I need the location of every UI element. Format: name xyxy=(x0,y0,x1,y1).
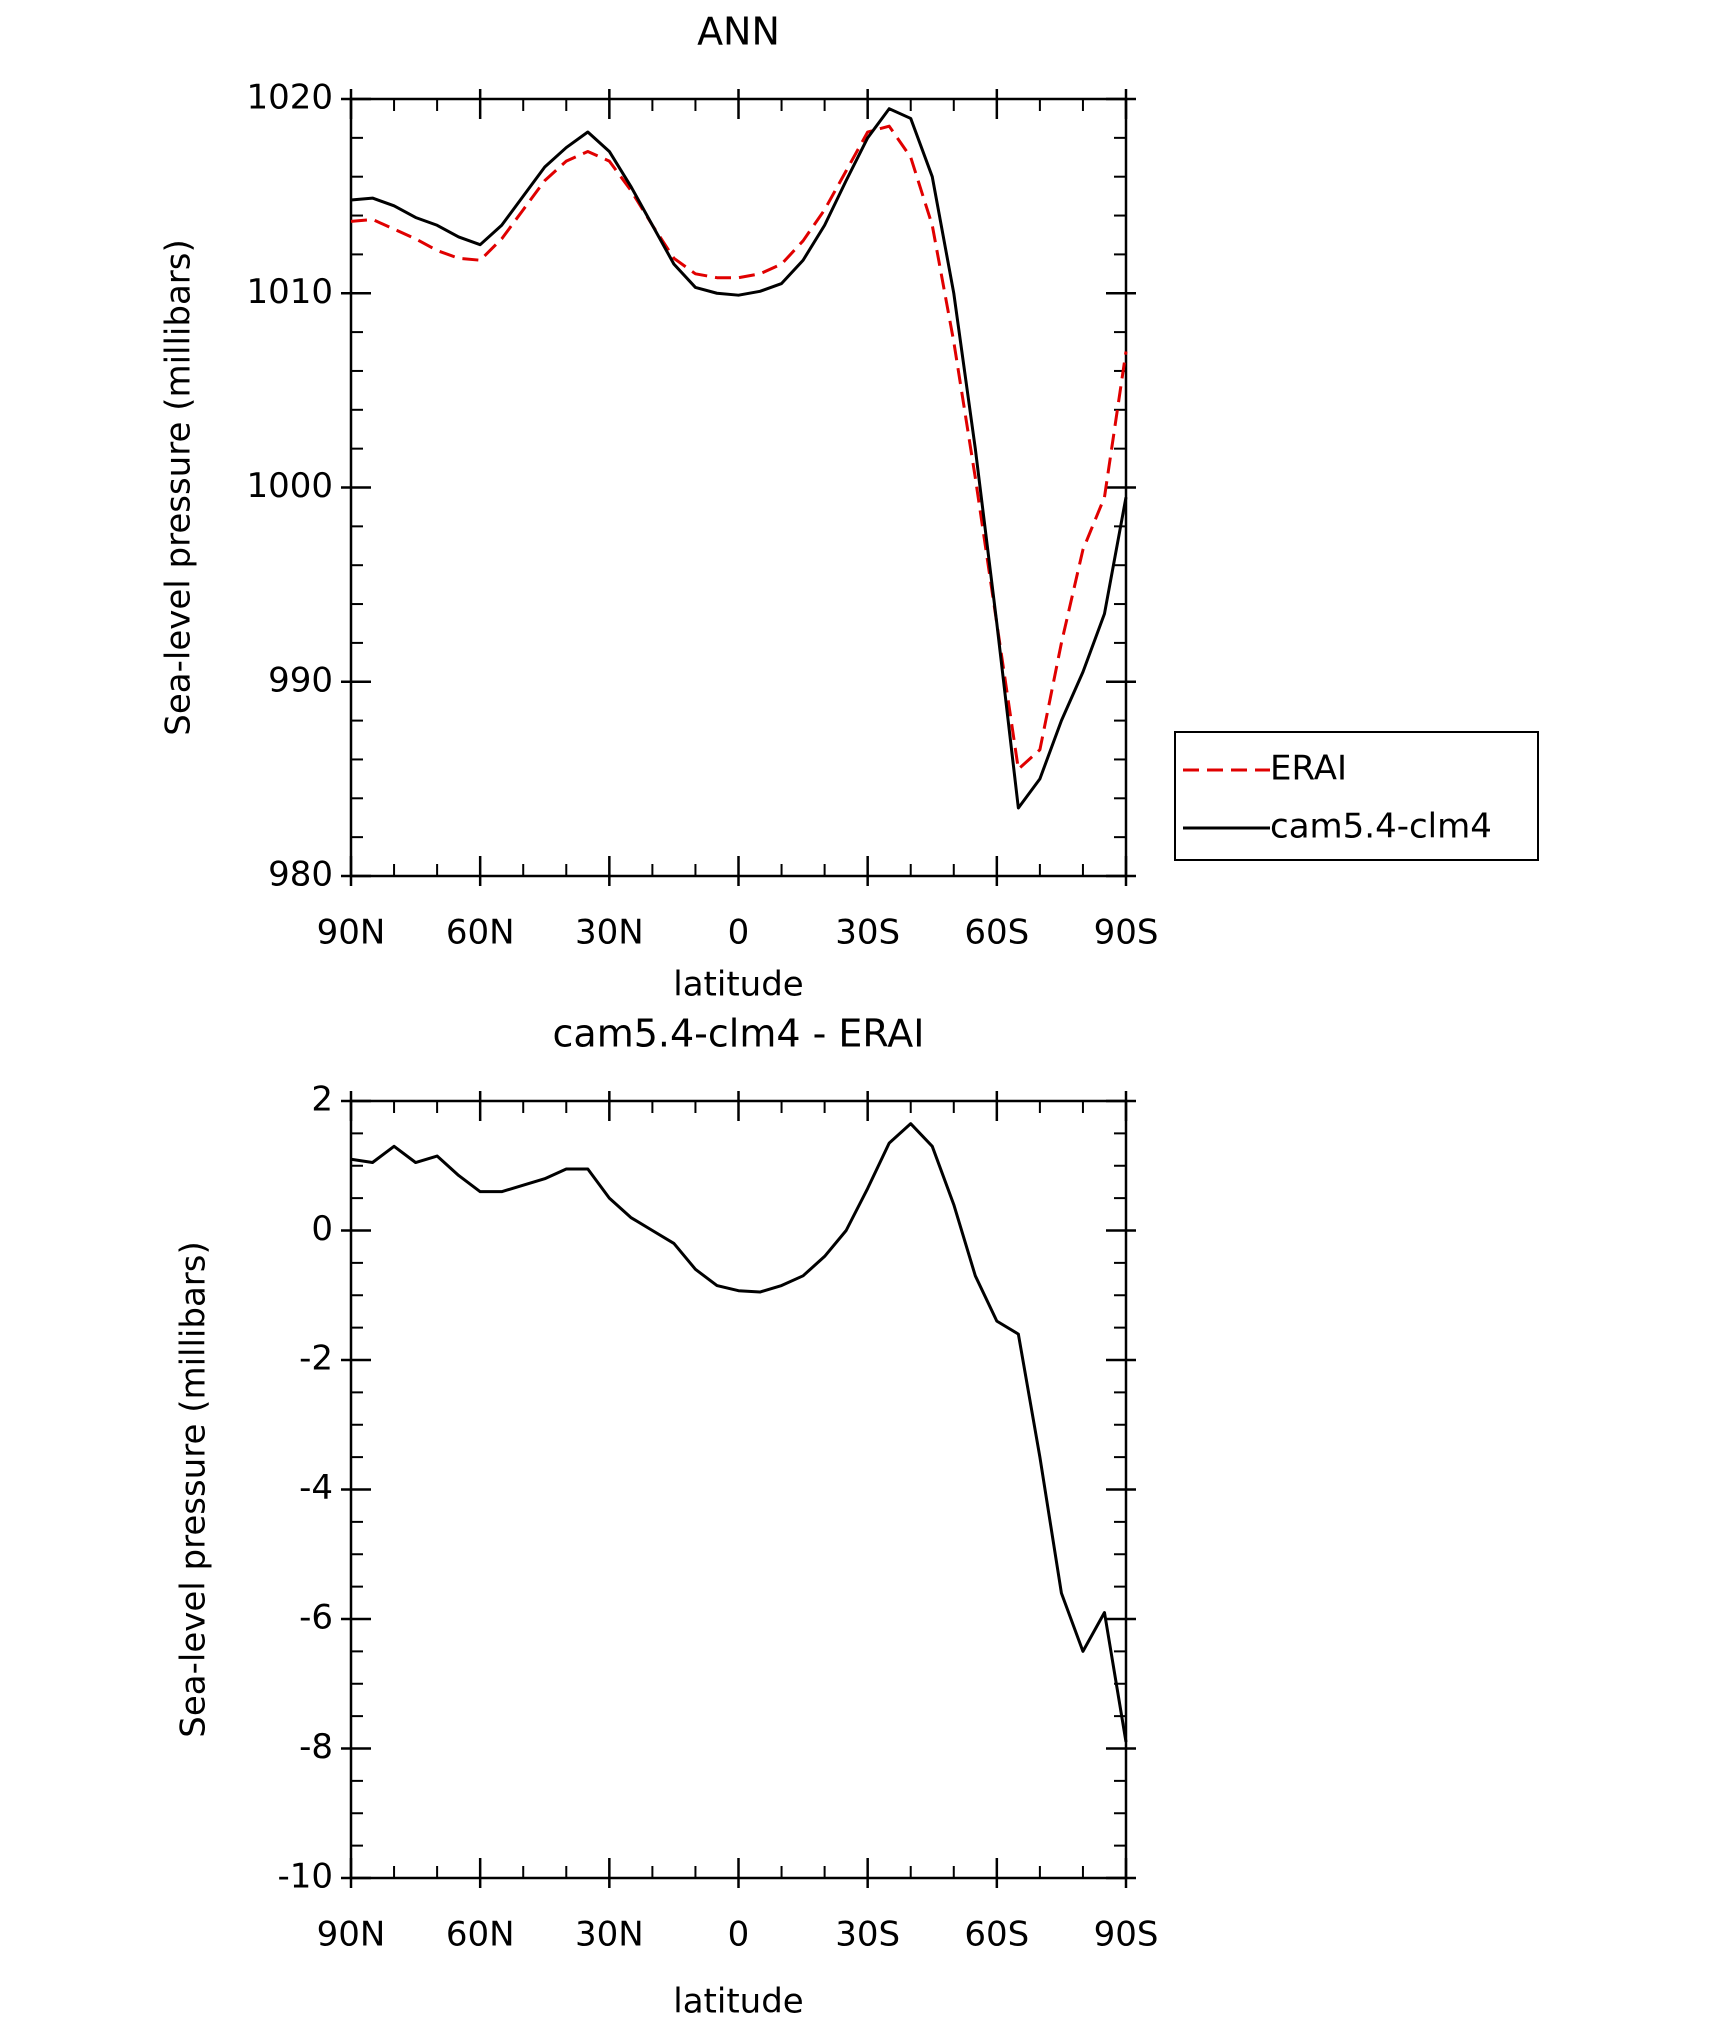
x-tick-label: 90N xyxy=(317,1915,386,1955)
data-line xyxy=(350,124,1128,771)
chart-title: cam5.4-clm4 - ERAI xyxy=(553,1012,925,1056)
y-tick-label: 980 xyxy=(268,855,333,895)
x-tick-label: 60N xyxy=(446,1915,515,1955)
x-tick-label: 90S xyxy=(1094,1915,1159,1955)
y-tick-label: 2 xyxy=(311,1080,333,1120)
data-line xyxy=(350,107,1128,810)
x-tick-label: 60N xyxy=(446,913,515,953)
data-line xyxy=(350,1122,1128,1743)
chart-title: ANN xyxy=(697,10,780,54)
x-tick-label: 0 xyxy=(728,1915,750,1955)
legend-label: ERAI xyxy=(1270,749,1347,789)
legend-box xyxy=(1174,731,1539,861)
plot-frame xyxy=(349,97,1128,878)
y-tick-label: -10 xyxy=(277,1857,333,1897)
y-tick-label: -2 xyxy=(299,1339,333,1379)
y-axis-label: Sea-level pressure (millibars) xyxy=(174,1241,214,1737)
x-axis-label: latitude xyxy=(673,1982,803,2021)
x-tick-label: 30S xyxy=(835,913,900,953)
x-tick-label: 30N xyxy=(575,913,644,953)
x-axis-label: latitude xyxy=(673,965,803,1005)
y-tick-label: 990 xyxy=(268,660,333,700)
x-tick-label: 60S xyxy=(964,913,1029,953)
x-tick-label: 60S xyxy=(964,1915,1029,1955)
x-tick-label: 90N xyxy=(317,913,386,953)
y-axis-label: Sea-level pressure (millibars) xyxy=(159,239,199,735)
panel: cam5.4-clm4 - ERAI latitude Sea-level pres… xyxy=(174,1012,1159,2021)
y-tick-label: 1020 xyxy=(246,78,333,118)
plot-frame xyxy=(349,1099,1128,1880)
y-tick-label: -8 xyxy=(299,1727,333,1767)
x-tick-label: 30S xyxy=(835,1915,900,1955)
y-tick-label: 1000 xyxy=(246,466,333,506)
x-tick-label: 90S xyxy=(1094,913,1159,953)
y-tick-label: 1010 xyxy=(246,272,333,312)
y-tick-label: 0 xyxy=(311,1209,333,1249)
x-tick-label: 0 xyxy=(728,913,750,953)
y-tick-label: -6 xyxy=(299,1598,333,1638)
panel: ANN latitude Sea-level pressure (millibars… xyxy=(159,10,1539,1005)
legend-label: cam5.4-clm4 xyxy=(1270,807,1492,847)
x-tick-label: 30N xyxy=(575,1915,644,1955)
y-tick-label: -4 xyxy=(299,1468,333,1508)
